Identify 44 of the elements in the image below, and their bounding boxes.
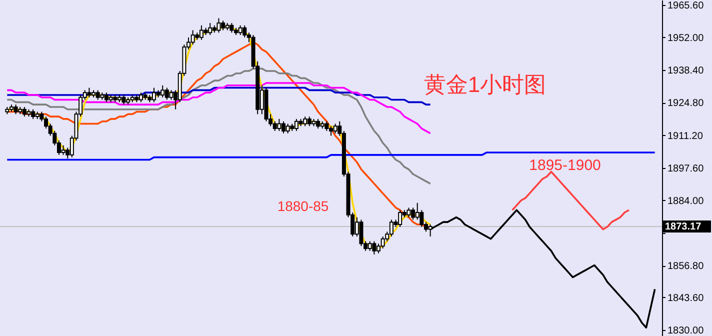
ref-line-label: 1873.17 bbox=[665, 221, 702, 232]
annotation: 1895-1900 bbox=[529, 157, 601, 174]
candlestick bbox=[238, 24, 242, 36]
candlestick bbox=[96, 90, 100, 100]
candlestick bbox=[398, 210, 402, 228]
y-tick-label: 1924.80 bbox=[668, 98, 704, 110]
candlestick bbox=[286, 123, 290, 134]
candlestick bbox=[307, 116, 312, 127]
annotation: 黄金1小时图 bbox=[424, 72, 546, 97]
candlestick bbox=[272, 120, 277, 132]
candlestick bbox=[61, 144, 66, 156]
line-series bbox=[511, 170, 630, 230]
candlestick bbox=[380, 236, 385, 249]
candlestick bbox=[160, 84, 165, 98]
candlestick bbox=[372, 240, 376, 255]
y-tick-label: 1952.00 bbox=[668, 32, 704, 44]
candlestick bbox=[22, 106, 26, 118]
annotation: 1880-85 bbox=[277, 198, 329, 214]
y-tick-label: 1830.00 bbox=[668, 326, 704, 336]
y-tick-label: 1856.80 bbox=[668, 261, 704, 272]
candlestick bbox=[169, 90, 174, 100]
y-tick-label: 1884.00 bbox=[668, 196, 704, 207]
y-tick-label: 1897.60 bbox=[668, 163, 704, 174]
candlestick bbox=[208, 22, 212, 36]
candlestick bbox=[333, 123, 338, 134]
line-series bbox=[6, 152, 656, 161]
candlestick bbox=[164, 87, 169, 100]
candlestick bbox=[122, 94, 126, 106]
y-tick-label: 1965.60 bbox=[668, 0, 704, 12]
candlestick bbox=[359, 219, 364, 247]
candlestick bbox=[190, 30, 195, 46]
candlestick bbox=[87, 87, 92, 98]
y-tick-label: 1843.60 bbox=[668, 292, 704, 304]
y-tick-label: 1911.20 bbox=[668, 130, 704, 142]
candlestick bbox=[230, 22, 234, 34]
candlestick bbox=[368, 240, 372, 252]
candlestick bbox=[242, 24, 247, 38]
candlestick bbox=[406, 207, 411, 218]
candlestick bbox=[277, 118, 282, 132]
candlestick bbox=[216, 18, 221, 34]
candlestick bbox=[324, 120, 329, 132]
candlestick bbox=[14, 104, 18, 115]
y-tick-label: 1938.40 bbox=[668, 66, 704, 77]
candlestick bbox=[303, 116, 308, 127]
